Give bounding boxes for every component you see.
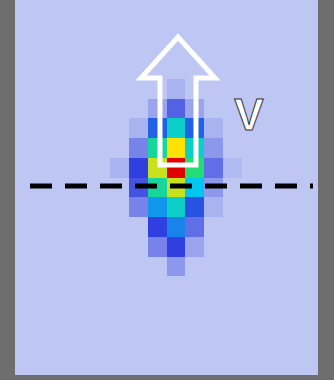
- svg-text:V: V: [234, 90, 264, 139]
